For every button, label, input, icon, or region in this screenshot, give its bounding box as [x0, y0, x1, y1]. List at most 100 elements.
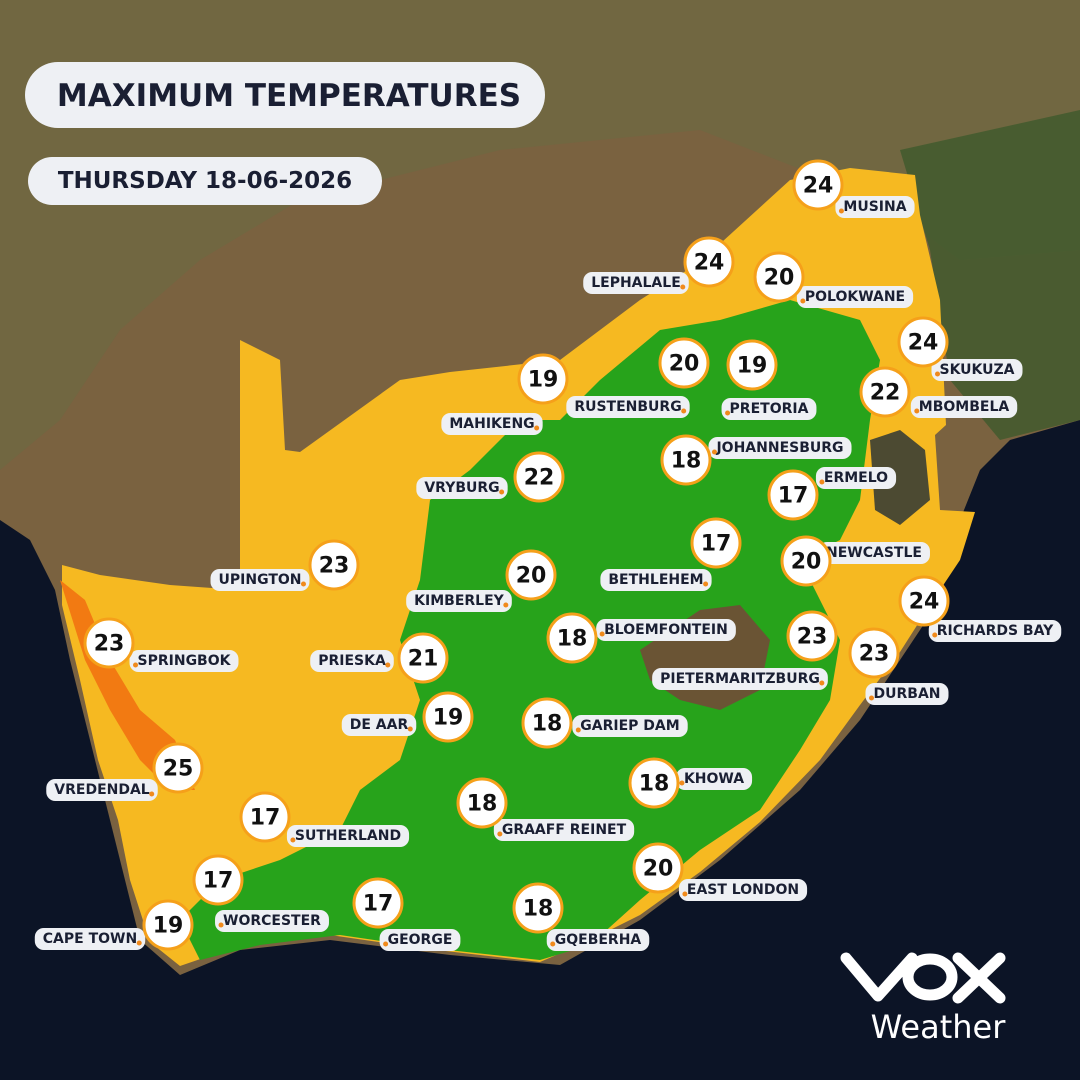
city: MBOMBELA 22 — [859, 366, 1018, 418]
city-dot — [133, 662, 139, 668]
city: ERMELO 17 — [767, 467, 897, 521]
city-label-box — [583, 272, 689, 294]
temp-circle — [792, 159, 844, 211]
city: POLOKWANE 20 — [753, 251, 914, 308]
city-label: DURBAN — [874, 686, 941, 702]
city-dot — [136, 940, 142, 946]
city-dot — [711, 449, 717, 455]
city-label: BLOEMFONTEIN — [604, 622, 728, 638]
temp-circle — [142, 899, 194, 951]
temp-circle — [767, 469, 819, 521]
temp-value: 24 — [909, 590, 940, 615]
temp-circle — [897, 316, 949, 368]
logo-o — [902, 953, 958, 1001]
temp-value: 25 — [163, 757, 194, 782]
city: MUSINA 24 — [792, 159, 915, 218]
temp-value: 20 — [669, 352, 700, 377]
city: SUTHERLAND 17 — [239, 791, 410, 847]
city-dot — [934, 371, 940, 377]
city-label: UPINGTON — [219, 572, 302, 588]
temp-value: 17 — [701, 532, 732, 557]
temp-circle — [632, 842, 684, 894]
city-label: DE AAR — [350, 717, 409, 733]
city-label: EAST LONDON — [687, 882, 799, 898]
temp-value: 19 — [433, 706, 464, 731]
city-label: RICHARDS BAY — [937, 623, 1054, 639]
city-label-box — [416, 477, 508, 499]
cities: MUSINA24LEPHALALE24POLOKWANE20SKUKUZA24M… — [34, 159, 1062, 951]
city: PRETORIA 19 — [721, 339, 817, 420]
city-dot — [385, 662, 391, 668]
city-label: MBOMBELA — [919, 399, 1010, 415]
temp-circle — [658, 337, 710, 389]
city-dot — [599, 631, 605, 637]
city-label: KHOWA — [684, 771, 744, 787]
temp-circle — [780, 535, 832, 587]
city: UPINGTON 23 — [210, 539, 360, 591]
temp-circle — [308, 539, 360, 591]
temp-value: 20 — [516, 564, 547, 589]
city-dot — [838, 208, 844, 214]
temp-value: 19 — [737, 354, 768, 379]
city-label: GARIEP DAM — [580, 718, 679, 734]
temp-value: 17 — [363, 892, 394, 917]
city-label: KIMBERLEY — [414, 593, 504, 609]
city-dot — [679, 780, 685, 786]
city-label-box — [600, 569, 712, 591]
temp-value: 20 — [764, 266, 795, 291]
temp-value: 22 — [870, 381, 901, 406]
temp-value: 23 — [319, 554, 350, 579]
city: GARIEP DAM 18 — [521, 697, 688, 749]
temp-circle — [152, 742, 204, 794]
eswatini — [870, 430, 930, 525]
land-green — [900, 110, 1080, 440]
city: DURBAN 23 — [848, 627, 949, 705]
city-label-box — [441, 413, 543, 435]
city: MAHIKENG 19 — [441, 353, 569, 435]
temp-circle — [898, 575, 950, 627]
city-label-box — [406, 590, 512, 612]
temp-circle — [859, 366, 911, 418]
city-dot — [681, 408, 687, 414]
city-dot — [534, 425, 540, 431]
city-label-box — [46, 779, 158, 801]
city-label-box — [215, 910, 329, 932]
temp-circle — [397, 632, 449, 684]
logo-v — [840, 952, 918, 1002]
temp-circle — [517, 353, 569, 405]
city: PIETERMARITZBURG 23 — [652, 610, 838, 690]
temp-circle — [753, 251, 805, 303]
temp-circle — [660, 434, 712, 486]
city: KIMBERLEY 20 — [406, 549, 557, 612]
temp-value: 20 — [643, 857, 674, 882]
temp-circle — [512, 882, 564, 934]
city-dot — [575, 727, 581, 733]
city-label: MUSINA — [843, 199, 906, 215]
city: KHOWA 18 — [628, 757, 753, 809]
logo-x — [952, 952, 1006, 1004]
city-label-box — [708, 437, 852, 459]
temp-circle — [192, 854, 244, 906]
city-label-box — [341, 714, 417, 736]
city-label-box — [652, 668, 828, 690]
temp-value: 20 — [791, 550, 822, 575]
city-dot — [869, 695, 874, 701]
temp-circle — [848, 627, 900, 679]
city-dot — [149, 791, 155, 797]
city-dot — [499, 489, 505, 495]
city: CAPE TOWN 19 — [34, 899, 194, 951]
city-label-box — [129, 650, 239, 672]
temp-circle — [521, 697, 573, 749]
city-label: VREDENDAL — [54, 782, 150, 798]
city-label-box — [286, 825, 410, 847]
city-dot — [503, 602, 509, 608]
temp-value: 18 — [639, 772, 670, 797]
city-dot — [407, 726, 413, 732]
city-label: VRYBURG — [424, 480, 499, 496]
city-dot — [703, 581, 709, 587]
city-label-box — [493, 819, 635, 841]
city-label: POLOKWANE — [805, 289, 905, 305]
